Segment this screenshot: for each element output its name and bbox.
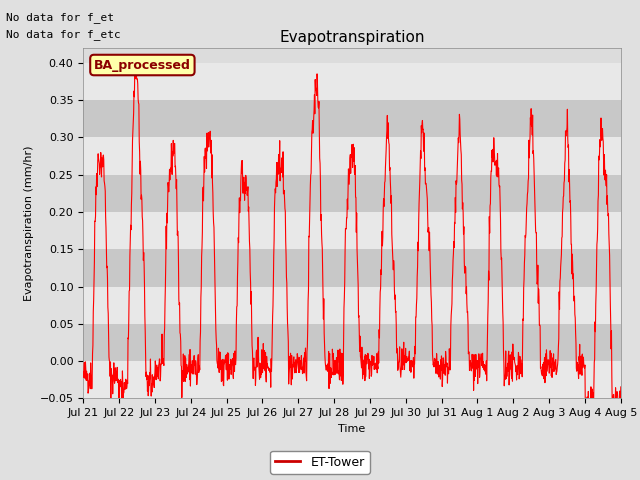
Legend: ET-Tower: ET-Tower [270,451,370,474]
Text: No data for f_etc: No data for f_etc [6,29,121,40]
Bar [83,361,621,398]
Text: BA_processed: BA_processed [94,59,191,72]
Bar [83,249,621,287]
Title: Evapotranspiration: Evapotranspiration [279,30,425,46]
Bar [83,100,621,137]
Y-axis label: Evapotranspiration (mm/hr): Evapotranspiration (mm/hr) [24,145,34,301]
Bar [83,324,621,361]
Bar [83,63,621,100]
Bar [83,175,621,212]
X-axis label: Time: Time [339,424,365,433]
Text: No data for f_et: No data for f_et [6,12,115,23]
Bar [83,212,621,249]
Bar [83,137,621,175]
Bar [83,287,621,324]
